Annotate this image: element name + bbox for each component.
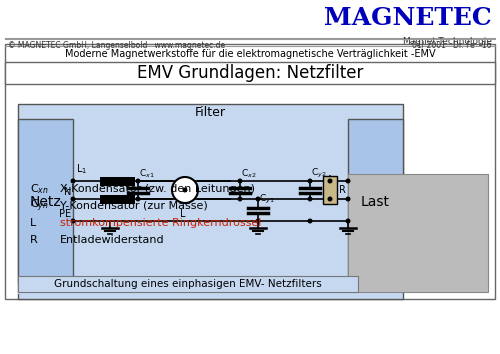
- Text: EMV Grundlagen: Netzfilter: EMV Grundlagen: Netzfilter: [137, 64, 363, 82]
- Text: MAGNETEC: MAGNETEC: [324, 6, 492, 30]
- Bar: [18, 119, 73, 284]
- Text: C$_{xn}$: C$_{xn}$: [30, 182, 49, 196]
- Bar: [5, 62, 495, 84]
- Circle shape: [328, 196, 332, 201]
- Bar: [348, 174, 488, 292]
- Circle shape: [70, 178, 76, 183]
- Circle shape: [308, 196, 312, 201]
- Circle shape: [238, 196, 242, 201]
- Circle shape: [308, 218, 312, 223]
- Circle shape: [256, 196, 260, 201]
- Text: © MAGNETEC GmbH, Langenselbold   www.magnetec.de: © MAGNETEC GmbH, Langenselbold www.magne…: [8, 40, 225, 50]
- Text: L: L: [30, 218, 36, 228]
- Circle shape: [238, 178, 242, 183]
- Bar: [5, 44, 495, 299]
- Bar: [323, 176, 337, 204]
- Text: Moderne Magnetwerkstoffe für die elektromagnetische Verträglichkeit -EMV: Moderne Magnetwerkstoffe für die elektro…: [64, 49, 436, 59]
- Text: L$_1$: L$_1$: [76, 162, 87, 176]
- Text: Y-Kondensator (zur Masse): Y-Kondensator (zur Masse): [60, 201, 208, 211]
- Circle shape: [308, 178, 312, 183]
- Text: C$_{yn}$: C$_{yn}$: [30, 198, 49, 214]
- Text: R: R: [339, 185, 346, 195]
- Text: L: L: [180, 209, 186, 219]
- Text: X-Kondensator (zw. den Leitungen): X-Kondensator (zw. den Leitungen): [60, 184, 255, 194]
- Bar: [348, 119, 403, 284]
- Text: PE: PE: [59, 209, 71, 219]
- Text: 01/ 2001   Dr. Fe   16: 01/ 2001 Dr. Fe 16: [412, 40, 492, 50]
- Circle shape: [136, 178, 140, 183]
- Text: C$_{y2}$: C$_{y2}$: [311, 167, 326, 180]
- Text: C$_{x2}$: C$_{x2}$: [241, 167, 256, 180]
- Bar: [18, 174, 338, 294]
- Circle shape: [346, 178, 350, 183]
- Circle shape: [70, 196, 76, 201]
- Text: Netz: Netz: [30, 194, 62, 209]
- Circle shape: [346, 218, 350, 223]
- Text: N: N: [64, 187, 71, 197]
- Bar: [18, 276, 358, 292]
- Text: Filter: Filter: [195, 105, 226, 119]
- Circle shape: [182, 188, 188, 193]
- Text: C$_{y1}$: C$_{y1}$: [259, 193, 274, 206]
- Circle shape: [136, 196, 140, 201]
- Text: C$_{x1}$: C$_{x1}$: [139, 167, 154, 180]
- Circle shape: [70, 218, 76, 223]
- Text: stromkompensierte Ringkerndrossel: stromkompensierte Ringkerndrossel: [60, 218, 262, 228]
- Text: Grundschaltung eines einphasigen EMV- Netzfilters: Grundschaltung eines einphasigen EMV- Ne…: [54, 279, 322, 289]
- Text: Entladewiderstand: Entladewiderstand: [60, 235, 164, 245]
- Text: Magnet-Technologie: Magnet-Technologie: [402, 38, 492, 46]
- Circle shape: [256, 218, 260, 223]
- Circle shape: [328, 178, 332, 183]
- Circle shape: [346, 196, 350, 201]
- Bar: [100, 177, 135, 185]
- Circle shape: [172, 177, 198, 203]
- Bar: [18, 104, 403, 299]
- Text: Last: Last: [361, 194, 390, 209]
- Text: R: R: [30, 235, 38, 245]
- Bar: [100, 194, 135, 204]
